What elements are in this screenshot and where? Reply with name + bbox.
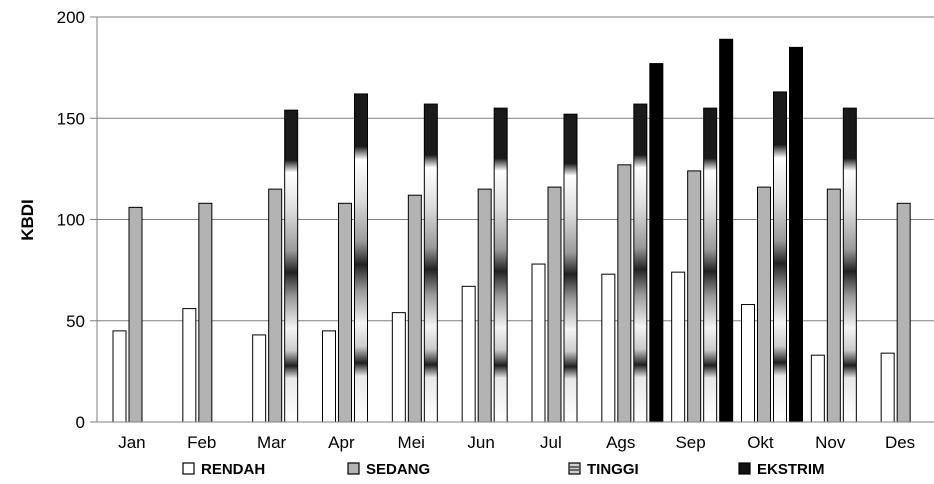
bar-sedang-ags: [617, 164, 632, 423]
y-tick-label: 200: [57, 8, 85, 27]
bar-sedang-mar: [268, 188, 283, 423]
bar-rendah-jul: [531, 263, 546, 423]
bar-tinggi-jul: [563, 113, 578, 423]
bar-rendah-jun: [461, 285, 476, 423]
x-tick-label: Ags: [606, 433, 635, 452]
bar-rendah-des: [880, 352, 895, 423]
bar-rendah-nov: [810, 354, 825, 423]
x-tick-labels: Jan Feb Mar Apr Mei Jun Jul Ags Sep Okt Nov Des: [118, 433, 915, 452]
x-tick-label: Des: [885, 433, 915, 452]
bar-tinggi-jun: [493, 107, 508, 423]
legend-item-ekstrim: EKSTRIM: [738, 461, 825, 478]
bar-tinggi-nov: [842, 107, 857, 423]
bar-rendah-apr: [322, 330, 336, 423]
y-tick-label: 0: [76, 413, 85, 432]
bar-sedang-feb: [198, 202, 213, 423]
bar-ekstrim-ags: [649, 63, 664, 423]
y-tick-labels: 0 50 100 150 200: [57, 8, 85, 432]
bar-rendah-ags: [601, 273, 616, 423]
bar-sedang-jan: [128, 206, 143, 423]
grid-lines: [90, 16, 934, 423]
bar-tinggi-mar: [284, 109, 299, 423]
bar-sedang-jun: [477, 188, 492, 423]
bar-sedang-okt: [757, 186, 771, 423]
bar-sedang-sep: [687, 170, 702, 423]
bar-ekstrim-sep: [719, 38, 734, 423]
x-tick-label: Okt: [747, 433, 774, 452]
x-tick-label: Jul: [540, 433, 562, 452]
bar-sedang-nov: [826, 188, 841, 423]
bar-ekstrim-okt: [789, 46, 803, 423]
bar-tinggi-apr: [354, 93, 368, 423]
y-tick-label: 50: [66, 312, 85, 331]
bar-rendah-okt: [741, 304, 755, 423]
bar-sedang-jul: [547, 186, 562, 423]
legend-label: SEDANG: [366, 461, 430, 478]
legend-item-rendah: RENDAH: [182, 461, 265, 478]
x-tick-label: Mar: [257, 433, 287, 452]
legend-swatch: [347, 462, 360, 475]
legend-swatch: [182, 462, 195, 475]
x-tick-label: Jan: [118, 433, 145, 452]
legend-item-sedang: SEDANG: [347, 461, 430, 478]
bar-rendah-mei: [391, 312, 406, 423]
legend: RENDAH SEDANG TINGGI EKSTRIM: [182, 461, 825, 478]
bar-tinggi-okt: [773, 91, 787, 423]
bar-tinggi-mei: [423, 103, 438, 423]
x-tick-label: Nov: [815, 433, 846, 452]
y-tick-label: 100: [57, 211, 85, 230]
x-tick-label: Jun: [467, 433, 494, 452]
bar-rendah-feb: [182, 308, 197, 423]
axes: [96, 17, 934, 423]
bar-sedang-des: [896, 202, 911, 423]
legend-label: EKSTRIM: [757, 461, 825, 478]
bar-tinggi-ags: [633, 103, 648, 423]
bar-sedang-apr: [338, 202, 352, 423]
legend-swatch: [738, 462, 751, 475]
legend-item-tinggi: TINGGI: [568, 461, 639, 478]
x-tick-label: Mei: [398, 433, 425, 452]
bar-sedang-mei: [407, 194, 422, 423]
x-tick-label: Sep: [675, 433, 705, 452]
x-tick-label: Feb: [187, 433, 216, 452]
legend-label: TINGGI: [587, 461, 639, 478]
bar-rendah-sep: [671, 271, 686, 423]
bars: [112, 38, 911, 423]
y-axis-label: KBDI: [18, 199, 37, 241]
y-tick-label: 150: [57, 109, 85, 128]
bar-rendah-jan: [112, 330, 127, 423]
bar-tinggi-sep: [703, 107, 718, 423]
legend-label: RENDAH: [201, 461, 265, 478]
legend-swatch: [568, 462, 581, 475]
bar-rendah-mar: [252, 334, 267, 423]
x-tick-label: Apr: [328, 433, 355, 452]
